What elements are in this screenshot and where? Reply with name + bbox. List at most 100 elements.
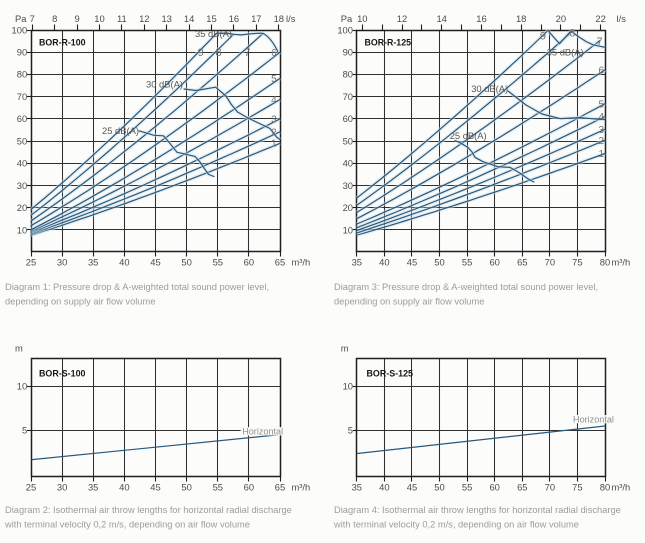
- svg-text:30 dB(A): 30 dB(A): [471, 83, 508, 94]
- svg-text:8: 8: [569, 28, 575, 40]
- svg-text:9: 9: [198, 47, 204, 59]
- svg-text:13: 13: [161, 13, 171, 24]
- svg-text:10: 10: [343, 381, 353, 392]
- svg-text:Horizontal: Horizontal: [573, 415, 614, 425]
- svg-text:m: m: [341, 343, 349, 354]
- svg-text:1: 1: [271, 139, 277, 150]
- svg-text:16: 16: [476, 13, 486, 24]
- svg-text:35: 35: [88, 257, 98, 268]
- svg-text:50: 50: [17, 135, 27, 146]
- svg-text:BOR-R-125: BOR-R-125: [365, 37, 412, 48]
- svg-text:15: 15: [206, 13, 216, 24]
- svg-text:55: 55: [462, 481, 472, 492]
- svg-text:14: 14: [184, 13, 194, 24]
- svg-text:8: 8: [216, 47, 222, 59]
- svg-text:60: 60: [17, 113, 27, 124]
- svg-text:90: 90: [17, 47, 27, 58]
- svg-text:60: 60: [244, 481, 254, 492]
- svg-text:50: 50: [343, 135, 353, 146]
- svg-text:4: 4: [599, 112, 605, 123]
- svg-text:7: 7: [244, 47, 250, 59]
- svg-text:m³/h: m³/h: [292, 481, 311, 492]
- svg-text:BOR-S-100: BOR-S-100: [39, 369, 86, 380]
- svg-text:35: 35: [352, 257, 362, 268]
- svg-text:30: 30: [57, 257, 67, 268]
- svg-text:25: 25: [26, 481, 36, 492]
- svg-text:9: 9: [540, 31, 546, 43]
- svg-text:BOR-S-125: BOR-S-125: [367, 369, 414, 380]
- svg-text:60: 60: [244, 257, 254, 268]
- svg-text:12: 12: [397, 13, 407, 24]
- svg-text:65: 65: [517, 257, 527, 268]
- svg-text:Pa: Pa: [341, 13, 353, 24]
- svg-text:40: 40: [119, 257, 129, 268]
- svg-text:65: 65: [275, 481, 285, 492]
- svg-text:6: 6: [599, 66, 605, 77]
- svg-text:10: 10: [357, 13, 367, 24]
- svg-text:90: 90: [343, 47, 353, 58]
- svg-text:60: 60: [489, 257, 499, 268]
- svg-text:55: 55: [213, 257, 223, 268]
- svg-text:25 dB(A): 25 dB(A): [102, 125, 139, 136]
- svg-text:depending on supply air flow v: depending on supply air flow volume: [5, 297, 155, 307]
- svg-text:Diagram 1: Pressure drop & A-w: Diagram 1: Pressure drop & A-weighted to…: [5, 282, 269, 292]
- svg-text:Diagram 4: Isothermal air thro: Diagram 4: Isothermal air throw lengths …: [334, 505, 621, 515]
- svg-text:80: 80: [343, 69, 353, 80]
- svg-text:30: 30: [57, 481, 67, 492]
- svg-text:Pa: Pa: [15, 13, 27, 24]
- svg-text:Diagram 3: Pressure drop & A-w: Diagram 3: Pressure drop & A-weighted to…: [334, 282, 598, 292]
- svg-text:60: 60: [489, 481, 499, 492]
- svg-text:75: 75: [572, 481, 582, 492]
- svg-text:7: 7: [30, 13, 35, 24]
- svg-text:40: 40: [379, 257, 389, 268]
- svg-text:Horizontal: Horizontal: [242, 427, 283, 437]
- svg-text:9: 9: [74, 13, 79, 24]
- svg-text:35: 35: [88, 481, 98, 492]
- svg-text:80: 80: [17, 69, 27, 80]
- svg-text:with terminal velocity 0,2 m/s: with terminal velocity 0,2 m/s, dependin…: [4, 520, 250, 530]
- svg-text:2: 2: [271, 128, 277, 139]
- svg-text:50: 50: [181, 257, 191, 268]
- svg-text:70: 70: [545, 257, 555, 268]
- svg-text:25 dB(A): 25 dB(A): [450, 130, 487, 141]
- svg-text:m: m: [15, 343, 23, 354]
- svg-text:45: 45: [150, 481, 160, 492]
- svg-text:70: 70: [545, 481, 555, 492]
- svg-text:50: 50: [434, 257, 444, 268]
- svg-text:45: 45: [407, 257, 417, 268]
- svg-text:5: 5: [599, 99, 605, 110]
- svg-text:35: 35: [352, 481, 362, 492]
- svg-text:5: 5: [348, 424, 353, 435]
- svg-text:7: 7: [596, 36, 602, 48]
- svg-text:16: 16: [229, 13, 239, 24]
- svg-text:with terminal velocity 0,2 m/s: with terminal velocity 0,2 m/s, dependin…: [333, 520, 579, 530]
- svg-text:4: 4: [271, 95, 277, 106]
- svg-text:10: 10: [94, 13, 104, 24]
- svg-text:65: 65: [517, 481, 527, 492]
- svg-text:l/s: l/s: [617, 13, 627, 24]
- svg-text:100: 100: [12, 24, 28, 35]
- svg-text:5: 5: [271, 74, 277, 85]
- svg-text:18: 18: [274, 13, 284, 24]
- svg-text:45: 45: [407, 481, 417, 492]
- svg-text:25: 25: [26, 257, 36, 268]
- svg-text:3: 3: [599, 125, 605, 136]
- svg-text:Diagram 2: Isothermal air thro: Diagram 2: Isothermal air throw lengths …: [5, 505, 292, 515]
- svg-text:11: 11: [117, 13, 127, 24]
- svg-text:17: 17: [251, 13, 261, 24]
- svg-text:30 dB(A): 30 dB(A): [146, 79, 183, 90]
- svg-text:3: 3: [271, 115, 277, 126]
- svg-text:50: 50: [434, 481, 444, 492]
- svg-text:55: 55: [213, 481, 223, 492]
- svg-text:10: 10: [17, 381, 27, 392]
- svg-text:m³/h: m³/h: [612, 481, 631, 492]
- svg-text:10: 10: [343, 224, 353, 235]
- svg-text:depending on supply air flow v: depending on supply air flow volume: [334, 297, 484, 307]
- svg-text:m³/h: m³/h: [612, 257, 631, 268]
- svg-text:14: 14: [436, 13, 446, 24]
- svg-text:22: 22: [595, 13, 605, 24]
- svg-text:45: 45: [150, 257, 160, 268]
- svg-text:6: 6: [271, 48, 277, 59]
- svg-text:1: 1: [599, 149, 605, 160]
- svg-text:65: 65: [275, 257, 285, 268]
